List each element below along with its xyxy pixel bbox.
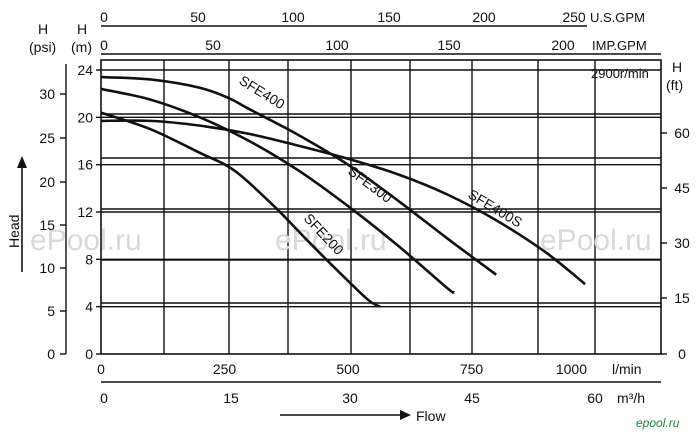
m-tick-label: 20	[77, 109, 93, 125]
plot-frame	[100, 59, 662, 355]
psi-tick-label: 0	[47, 346, 55, 362]
m3h-tick-label: 15	[223, 390, 239, 406]
m3h-tick-label: 60	[587, 390, 603, 406]
bottom-axis-ticks: 0 250 500 750 1000 0 15 30 45 60	[97, 361, 661, 406]
m-tick-label: 8	[85, 251, 93, 267]
impgpm-tick-label: 0	[100, 37, 108, 53]
m-tick-label: 24	[77, 62, 93, 78]
flow-arrow-head-icon	[400, 410, 411, 420]
ft-axis-unit: (ft)	[666, 77, 683, 93]
ft-tick-label: 45	[674, 180, 690, 196]
psi-tick-label: 10	[39, 260, 55, 276]
curve-sfe400	[100, 75, 497, 276]
psi-axis-unit: (psi)	[29, 39, 56, 55]
pump-curves	[100, 75, 586, 308]
psi-tick-label: 30	[39, 86, 55, 102]
usgpm-tick-label: 250	[562, 9, 586, 25]
flow-label: Flow	[416, 408, 446, 424]
lmin-tick-label: 1000	[556, 361, 587, 377]
top-axis-ticks: 0 50 100 150 200 250 0 50 100 150 200	[100, 9, 586, 53]
usgpm-tick-label: 0	[100, 9, 108, 25]
curve-sfe300	[100, 87, 456, 295]
m3h-unit: m³/h	[617, 390, 645, 406]
m3h-tick-label: 30	[342, 390, 358, 406]
head-label: Head	[6, 215, 22, 248]
m-tick-label: 12	[77, 204, 93, 220]
chart-grid	[101, 60, 661, 354]
m-tick-label: 4	[85, 299, 93, 315]
curve-sfe400s	[100, 119, 586, 286]
psi-tick-label: 5	[47, 303, 55, 319]
lmin-tick-label: 0	[97, 361, 105, 377]
watermark-1: ePool.ru	[30, 224, 142, 257]
rpm-note: 2900r/min	[591, 66, 649, 81]
psi-tick-label: 15	[39, 217, 55, 233]
ft-tick-label: 30	[674, 235, 690, 251]
usgpm-tick-label: 150	[377, 9, 401, 25]
m-axis-h: H	[77, 21, 87, 37]
lmin-tick-label: 500	[336, 361, 360, 377]
usgpm-tick-label: 50	[190, 9, 206, 25]
psi-tick-label: 20	[39, 174, 55, 190]
left-axis-ticks: 0 4 8 12 16 20 24 0 5 10 15 20 25 30	[39, 62, 101, 362]
ft-tick-label: 60	[674, 125, 690, 141]
ft-axis-h: H	[672, 59, 682, 75]
usgpm-unit: U.S.GPM	[590, 10, 645, 25]
impgpm-tick-label: 100	[325, 37, 349, 53]
lmin-tick-label: 250	[213, 361, 237, 377]
head-arrow-head-icon	[17, 156, 27, 168]
impgpm-unit: IMP.GPM	[592, 38, 647, 53]
impgpm-tick-label: 200	[551, 37, 575, 53]
ft-tick-label: 0	[678, 346, 686, 362]
impgpm-tick-label: 50	[205, 37, 221, 53]
psi-axis-h: H	[38, 21, 48, 37]
m-tick-label: 16	[77, 157, 93, 173]
m3h-tick-label: 0	[100, 390, 108, 406]
m3h-tick-label: 45	[464, 390, 480, 406]
usgpm-tick-label: 200	[472, 9, 496, 25]
label-sfe300: SFE300	[345, 163, 395, 206]
impgpm-tick-label: 150	[437, 37, 461, 53]
watermark-2: ePool.ru	[275, 224, 387, 257]
watermark-3: ePool.ru	[540, 224, 652, 257]
psi-tick-label: 25	[39, 130, 55, 146]
curve-sfe200	[100, 111, 381, 308]
lmin-unit: l/min	[612, 361, 642, 377]
lmin-tick-label: 750	[460, 361, 484, 377]
brand-logo: epool.ru	[636, 416, 680, 430]
right-axis-ticks: 0 15 30 45 60	[661, 125, 690, 362]
m-tick-label: 0	[85, 346, 93, 362]
ft-tick-label: 15	[674, 290, 690, 306]
usgpm-tick-label: 100	[281, 9, 305, 25]
m-axis-unit: (m)	[71, 39, 92, 55]
